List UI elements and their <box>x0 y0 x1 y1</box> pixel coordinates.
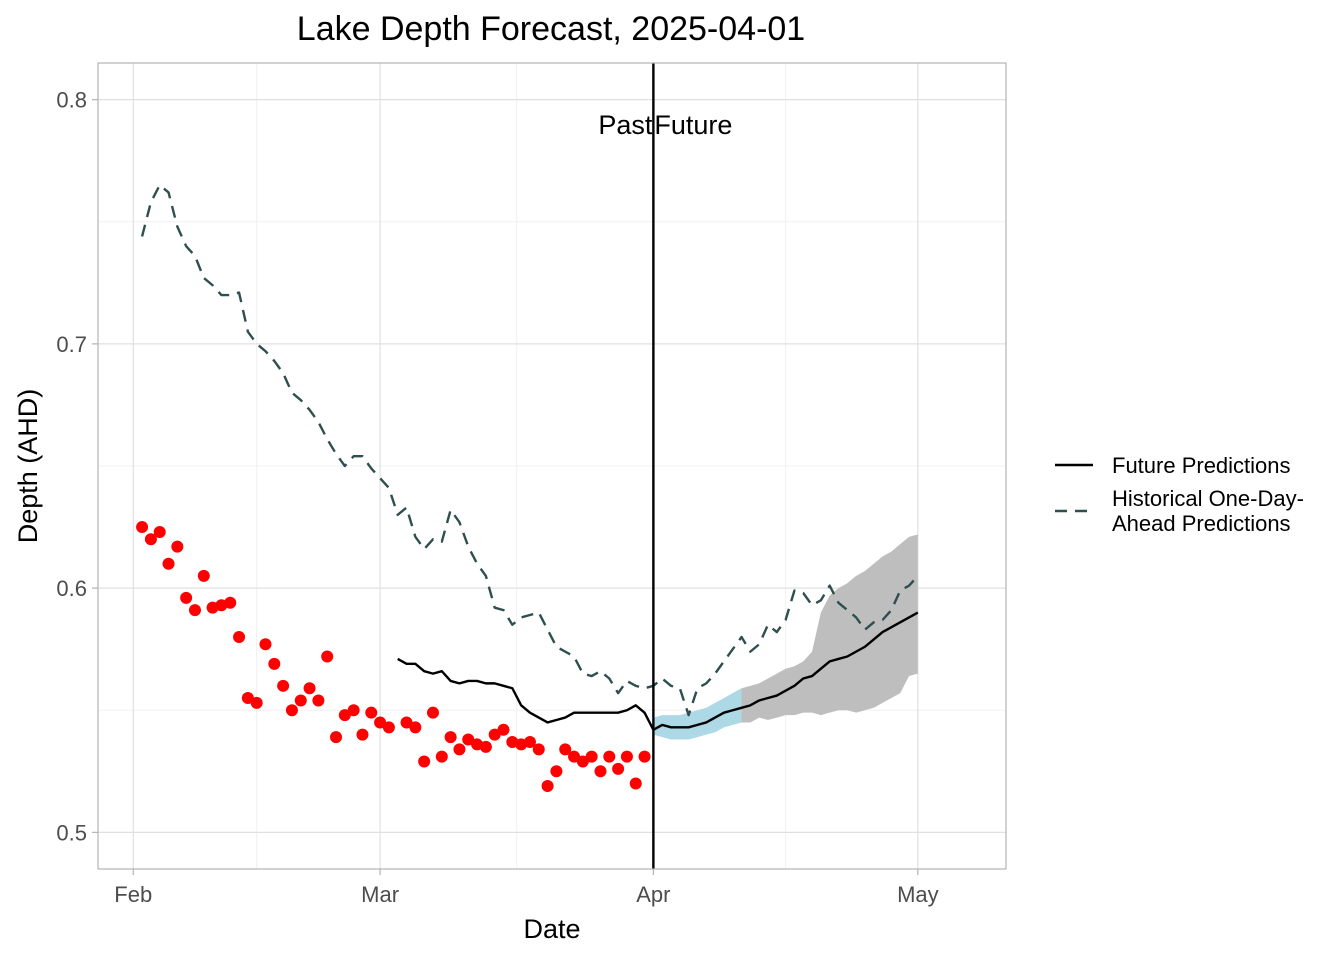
y-tick-label: 0.7 <box>56 332 87 357</box>
observation-point <box>603 750 616 763</box>
observation-point <box>541 779 554 792</box>
observation-point <box>488 728 501 741</box>
observation-point <box>197 569 210 582</box>
observation-point <box>171 540 184 553</box>
observation-point <box>400 716 413 729</box>
observation-point <box>224 596 237 609</box>
observation-point <box>162 557 175 570</box>
annotation: Past <box>598 110 653 140</box>
observation-point <box>444 731 457 744</box>
annotation: Future <box>654 110 732 140</box>
observation-point <box>144 533 157 546</box>
observation-point <box>523 735 536 748</box>
observation-point <box>638 750 651 763</box>
panel-border <box>97 62 1007 870</box>
observation-point <box>559 743 572 756</box>
x-tick-label: Apr <box>636 882 670 907</box>
observation-point <box>285 704 298 717</box>
observation-point <box>629 777 642 790</box>
x-tick-label: Feb <box>114 882 152 907</box>
observation-point <box>374 716 387 729</box>
observation-point <box>233 630 246 643</box>
observation-point <box>585 750 598 763</box>
observation-point <box>330 731 343 744</box>
observation-point <box>321 650 334 663</box>
observation-point <box>277 679 290 692</box>
observation-point <box>241 692 254 705</box>
observation-point <box>550 765 563 778</box>
legend-label: Future Predictions <box>1112 452 1291 478</box>
dashed-line <box>140 183 919 717</box>
observation-point <box>462 733 475 746</box>
observation-point <box>409 721 422 734</box>
observation-point <box>250 696 263 709</box>
observation-point <box>356 728 369 741</box>
x-axis-label: Date <box>523 914 580 944</box>
x-tick-label: Mar <box>361 882 399 907</box>
observation-point <box>453 743 466 756</box>
confidence-band <box>741 534 918 723</box>
observation-point <box>382 721 395 734</box>
y-axis-label: Depth (AHD) <box>13 389 43 544</box>
y-tick-label: 0.8 <box>56 88 87 113</box>
observation-point <box>268 657 281 670</box>
observation-point <box>294 694 307 707</box>
legend-label: Historical One-Day- Ahead Predictions <box>1112 486 1304 536</box>
observation-point <box>426 706 439 719</box>
observation-point <box>612 762 625 775</box>
y-tick-label: 0.6 <box>56 576 87 601</box>
observation-point <box>259 638 272 651</box>
observation-point <box>338 709 351 722</box>
x-tick-label: May <box>897 882 939 907</box>
observation-point <box>532 743 545 756</box>
line <box>397 611 919 731</box>
observation-point <box>153 525 166 538</box>
observation-point <box>347 704 360 717</box>
observation-point <box>303 682 316 695</box>
observation-point <box>180 591 193 604</box>
observation-point <box>435 750 448 763</box>
y-tick-label: 0.5 <box>56 820 87 845</box>
observation-point <box>497 723 510 736</box>
chart-title: Lake Depth Forecast, 2025-04-01 <box>297 10 805 48</box>
observation-point <box>479 740 492 753</box>
observation-point <box>312 694 325 707</box>
observation-point <box>594 765 607 778</box>
observation-point <box>418 755 431 768</box>
observation-point <box>188 604 201 617</box>
observation-point <box>136 521 149 534</box>
observation-point <box>365 706 378 719</box>
observation-point <box>620 750 633 763</box>
observation-point <box>576 755 589 768</box>
observation-point <box>568 750 581 763</box>
